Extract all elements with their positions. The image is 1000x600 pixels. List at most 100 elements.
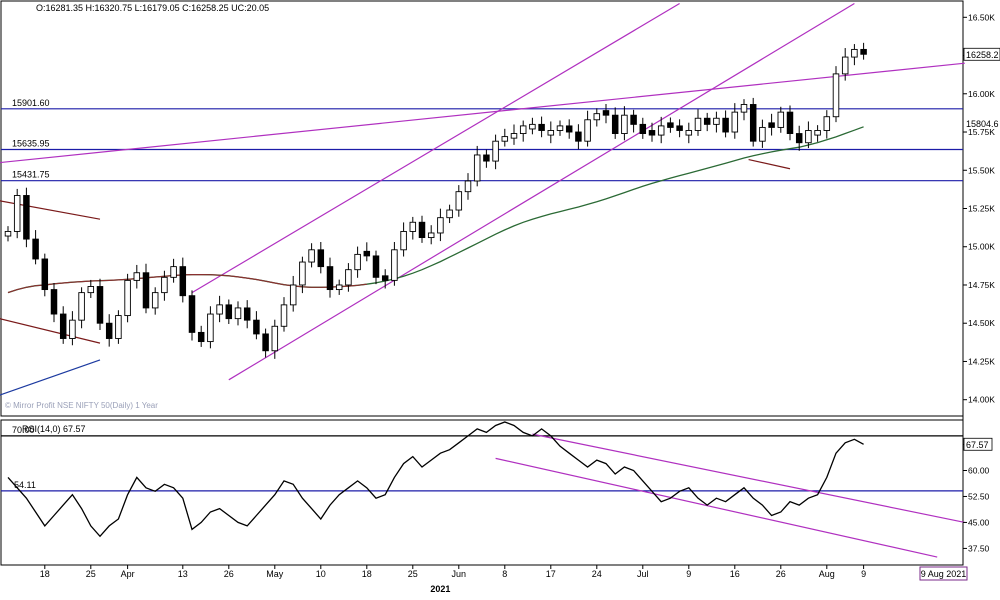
candle-79 xyxy=(731,111,739,133)
candle-23 xyxy=(216,304,223,315)
candle-38 xyxy=(354,253,361,271)
candle-19 xyxy=(179,266,187,297)
candle-32 xyxy=(299,261,306,286)
candle-11 xyxy=(105,322,113,339)
candle-51 xyxy=(473,154,481,182)
candle-71 xyxy=(657,125,665,136)
candle-48 xyxy=(446,209,453,219)
price-tick-label-10: 16.50K xyxy=(968,12,995,22)
candle-53 xyxy=(492,140,499,162)
candle-24 xyxy=(225,304,233,320)
candle-90 xyxy=(832,73,840,118)
x-tick-label-8: 25 xyxy=(408,569,418,579)
wedge-lower xyxy=(0,318,101,344)
x-tick-label-13: Jul xyxy=(637,569,649,579)
candle-74 xyxy=(685,130,693,136)
rsi-line xyxy=(7,421,864,538)
candle-76 xyxy=(703,117,711,125)
rsi-label: RSI(14,0) 67.57 xyxy=(22,424,86,434)
x-tick-label-10: 8 xyxy=(502,569,507,579)
candle-7 xyxy=(69,319,76,339)
candle-77 xyxy=(713,117,720,125)
price-tick-label-0: 14.00K xyxy=(968,395,995,405)
candle-56 xyxy=(519,125,527,134)
ma-price-tag: 15804.6 xyxy=(966,119,999,129)
rsi-tick-label-0: 37.50 xyxy=(968,543,990,553)
x-tick-label-0: 18 xyxy=(40,569,50,579)
candle-52 xyxy=(483,154,490,162)
x-tick-label-1: 25 xyxy=(86,569,96,579)
candle-91 xyxy=(841,56,849,75)
candle-1 xyxy=(13,195,21,232)
candle-64 xyxy=(593,113,601,121)
candle-13 xyxy=(124,279,131,317)
candle-33 xyxy=(308,249,315,263)
rsi-value-tag: 67.57 xyxy=(966,440,989,450)
price-tick-label-3: 14.75K xyxy=(968,280,995,290)
price-tick-label-5: 15.25K xyxy=(968,204,995,214)
candle-12 xyxy=(115,315,122,339)
date-tag-box xyxy=(919,566,968,581)
x-tick-label-11: 17 xyxy=(546,569,556,579)
candle-30 xyxy=(280,304,288,327)
candle-10 xyxy=(96,286,104,324)
date-tag: 9 Aug 2021 xyxy=(921,569,967,579)
x-tick-label-3: 13 xyxy=(178,569,188,579)
candle-6 xyxy=(59,313,67,339)
x-tick-label-4: 26 xyxy=(224,569,234,579)
candle-88 xyxy=(814,130,821,136)
candle-85 xyxy=(786,111,794,134)
candle-43 xyxy=(400,230,407,251)
candle-93 xyxy=(860,48,867,55)
candle-87 xyxy=(805,130,812,144)
ma-line-early xyxy=(7,274,367,294)
candle-84 xyxy=(777,111,785,128)
candle-60 xyxy=(556,125,564,131)
candle-54 xyxy=(501,136,509,142)
candle-28 xyxy=(262,333,269,352)
rsi-level-label-0: 70.00 xyxy=(12,425,35,435)
watermark: © Mirror Profit NSE NIFTY 50(Daily) 1 Ye… xyxy=(5,401,158,410)
candle-68 xyxy=(630,114,637,125)
candle-72 xyxy=(667,122,674,128)
x-tick-label-15: 16 xyxy=(730,569,740,579)
rsi-value-box xyxy=(963,437,993,451)
candle-37 xyxy=(345,269,352,286)
ohlc-header: O:16281.35 H:16320.75 L:16179.05 C:16258… xyxy=(36,3,269,13)
candle-20 xyxy=(188,295,196,333)
small-line-a xyxy=(748,158,791,170)
candle-40 xyxy=(372,255,380,278)
candle-66 xyxy=(611,114,619,134)
candle-0 xyxy=(4,230,12,237)
candle-49 xyxy=(455,191,463,211)
candle-47 xyxy=(437,217,444,234)
candle-45 xyxy=(418,221,426,239)
candle-46 xyxy=(427,232,435,239)
price-tick-label-1: 14.25K xyxy=(968,356,995,366)
candle-31 xyxy=(289,284,297,306)
price-tick-label-7: 15.75K xyxy=(968,127,995,137)
channel-upper xyxy=(191,3,680,294)
x-tick-label-5: May xyxy=(266,569,284,579)
candle-69 xyxy=(639,123,647,134)
candle-81 xyxy=(749,104,757,142)
candle-83 xyxy=(768,122,775,128)
rsi-channel-lower xyxy=(495,457,938,558)
price-tick-label-6: 15.50K xyxy=(968,165,995,175)
price-tick-label-2: 14.50K xyxy=(968,318,995,328)
candle-5 xyxy=(50,289,58,315)
candle-55 xyxy=(510,133,518,139)
candle-26 xyxy=(243,307,251,321)
candle-8 xyxy=(78,292,85,321)
candle-16 xyxy=(151,292,159,309)
candle-70 xyxy=(648,130,656,136)
candle-9 xyxy=(87,286,95,294)
candle-18 xyxy=(170,266,177,278)
candle-39 xyxy=(363,250,371,257)
x-tick-label-9: Jun xyxy=(452,569,467,579)
x-tick-label-17: Aug xyxy=(819,569,835,579)
price-tick-label-4: 15.00K xyxy=(968,242,995,252)
x-tick-label-6: 10 xyxy=(316,569,326,579)
candle-29 xyxy=(271,325,279,352)
